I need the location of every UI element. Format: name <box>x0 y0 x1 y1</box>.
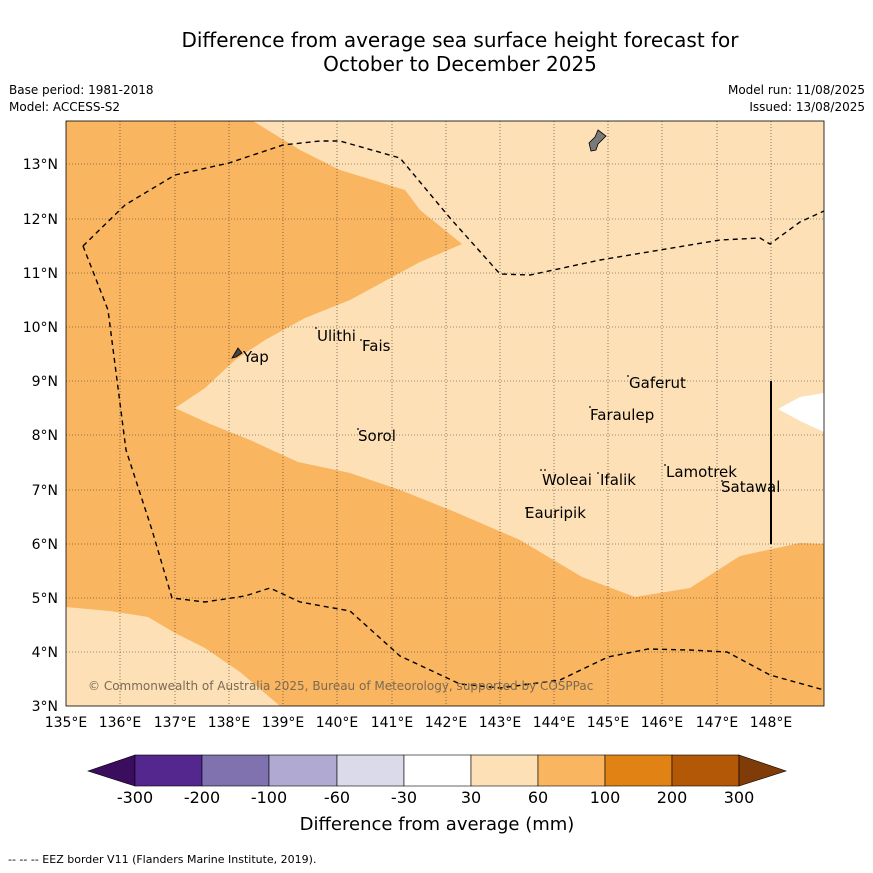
eez-border-north <box>82 140 824 276</box>
colorbar-swatch <box>403 754 472 787</box>
colorbar-swatch <box>671 754 740 787</box>
colorbar-tick-label: -60 <box>324 788 350 807</box>
lon-tick-label: 141°E <box>371 715 414 731</box>
place-label-gaferut: Gaferut <box>629 374 686 392</box>
chart-title-line1: Difference from average sea surface heig… <box>181 28 739 52</box>
lat-tick-label: 10°N <box>23 320 58 336</box>
colorbar-tick-label: -30 <box>391 788 417 807</box>
yap-landmass <box>231 347 243 359</box>
colorbar <box>87 754 787 787</box>
lat-tick-label: 4°N <box>32 645 58 661</box>
colorbar-swatch <box>470 754 539 787</box>
lat-tick-label: 11°N <box>23 266 58 282</box>
lon-tick-label: 136°E <box>99 715 142 731</box>
copyright-notice: © Commonwealth of Australia 2025, Bureau… <box>88 679 593 693</box>
colorbar-low-extend <box>87 754 136 787</box>
island-dots <box>315 327 723 509</box>
place-label-ulithi: Ulithi <box>317 327 356 345</box>
lat-tick-label: 7°N <box>32 483 58 499</box>
colorbar-swatch <box>268 754 338 787</box>
lon-tick-label: 143°E <box>479 715 522 731</box>
colorbar-tick-label: 300 <box>724 788 755 807</box>
place-label-ifalik: Ifalik <box>600 471 636 489</box>
place-label-lamotrek: Lamotrek <box>666 463 737 481</box>
lon-tick-label: 144°E <box>533 715 576 731</box>
lat-tick-label: 8°N <box>32 428 58 444</box>
lat-tick-label: 5°N <box>32 591 58 607</box>
place-label-sorol: Sorol <box>358 427 396 445</box>
colorbar-tick-label: -100 <box>251 788 287 807</box>
model-run-label: Model run: 11/08/2025 <box>727 83 865 97</box>
lon-tick-label: 137°E <box>154 715 197 731</box>
colorbar-label: Difference from average (mm) <box>300 814 575 835</box>
lat-tick-label: 9°N <box>32 374 58 390</box>
place-label-faraulep: Faraulep <box>590 406 654 424</box>
eez-border <box>82 245 824 691</box>
colorbar-swatch <box>201 754 270 787</box>
colorbar-swatch <box>336 754 405 787</box>
map-frame <box>65 120 825 707</box>
lon-tick-label: 140°E <box>316 715 359 731</box>
colorbar-tick-label: 30 <box>461 788 481 807</box>
colorbar-tick-label: -200 <box>184 788 220 807</box>
lat-tick-label: 13°N <box>23 157 58 173</box>
place-label-eauripik: Eauripik <box>525 504 586 522</box>
colorbar-swatch <box>134 754 203 787</box>
colorbar-swatch <box>604 754 673 787</box>
lon-tick-label: 139°E <box>262 715 305 731</box>
issued-label: Issued: 13/08/2025 <box>749 100 865 114</box>
lat-tick-label: 6°N <box>32 537 58 553</box>
lon-tick-label: 142°E <box>425 715 468 731</box>
colorbar-tick-label: 200 <box>657 788 688 807</box>
lon-tick-label: 147°E <box>696 715 739 731</box>
lon-tick-label: 148°E <box>750 715 793 731</box>
lat-tick-label: 12°N <box>23 212 58 228</box>
lat-tick-label: 3°N <box>32 699 58 715</box>
place-label-woleai: Woleai <box>542 471 592 489</box>
chart-title-line2: October to December 2025 <box>323 52 597 76</box>
lon-tick-label: 146°E <box>641 715 684 731</box>
colorbar-tick-label: -300 <box>117 788 153 807</box>
region-30-60mm-southwest <box>66 607 280 706</box>
colorbar-tick-label: 60 <box>528 788 548 807</box>
colorbar-swatch <box>537 754 606 787</box>
region-near-average <box>778 393 824 432</box>
lon-tick-label: 135°E <box>45 715 88 731</box>
guam-landmass <box>588 129 607 152</box>
eez-legend-note: -- -- -- EEZ border V11 (Flanders Marine… <box>8 853 317 866</box>
lon-tick-label: 138°E <box>208 715 251 731</box>
colorbar-tick-label: 100 <box>590 788 621 807</box>
base-period-label: Base period: 1981-2018 <box>9 83 154 97</box>
place-label-yap: Yap <box>242 348 269 366</box>
lon-tick-label: 145°E <box>587 715 630 731</box>
map-plot-area: Yap Ulithi Fais Gaferut Faraulep Sorol W… <box>66 121 824 706</box>
place-label-fais: Fais <box>362 337 391 355</box>
model-label: Model: ACCESS-S2 <box>9 100 121 114</box>
place-label-satawal: Satawal <box>721 478 780 496</box>
colorbar-high-extend <box>738 754 787 787</box>
grid-lines <box>66 121 824 706</box>
